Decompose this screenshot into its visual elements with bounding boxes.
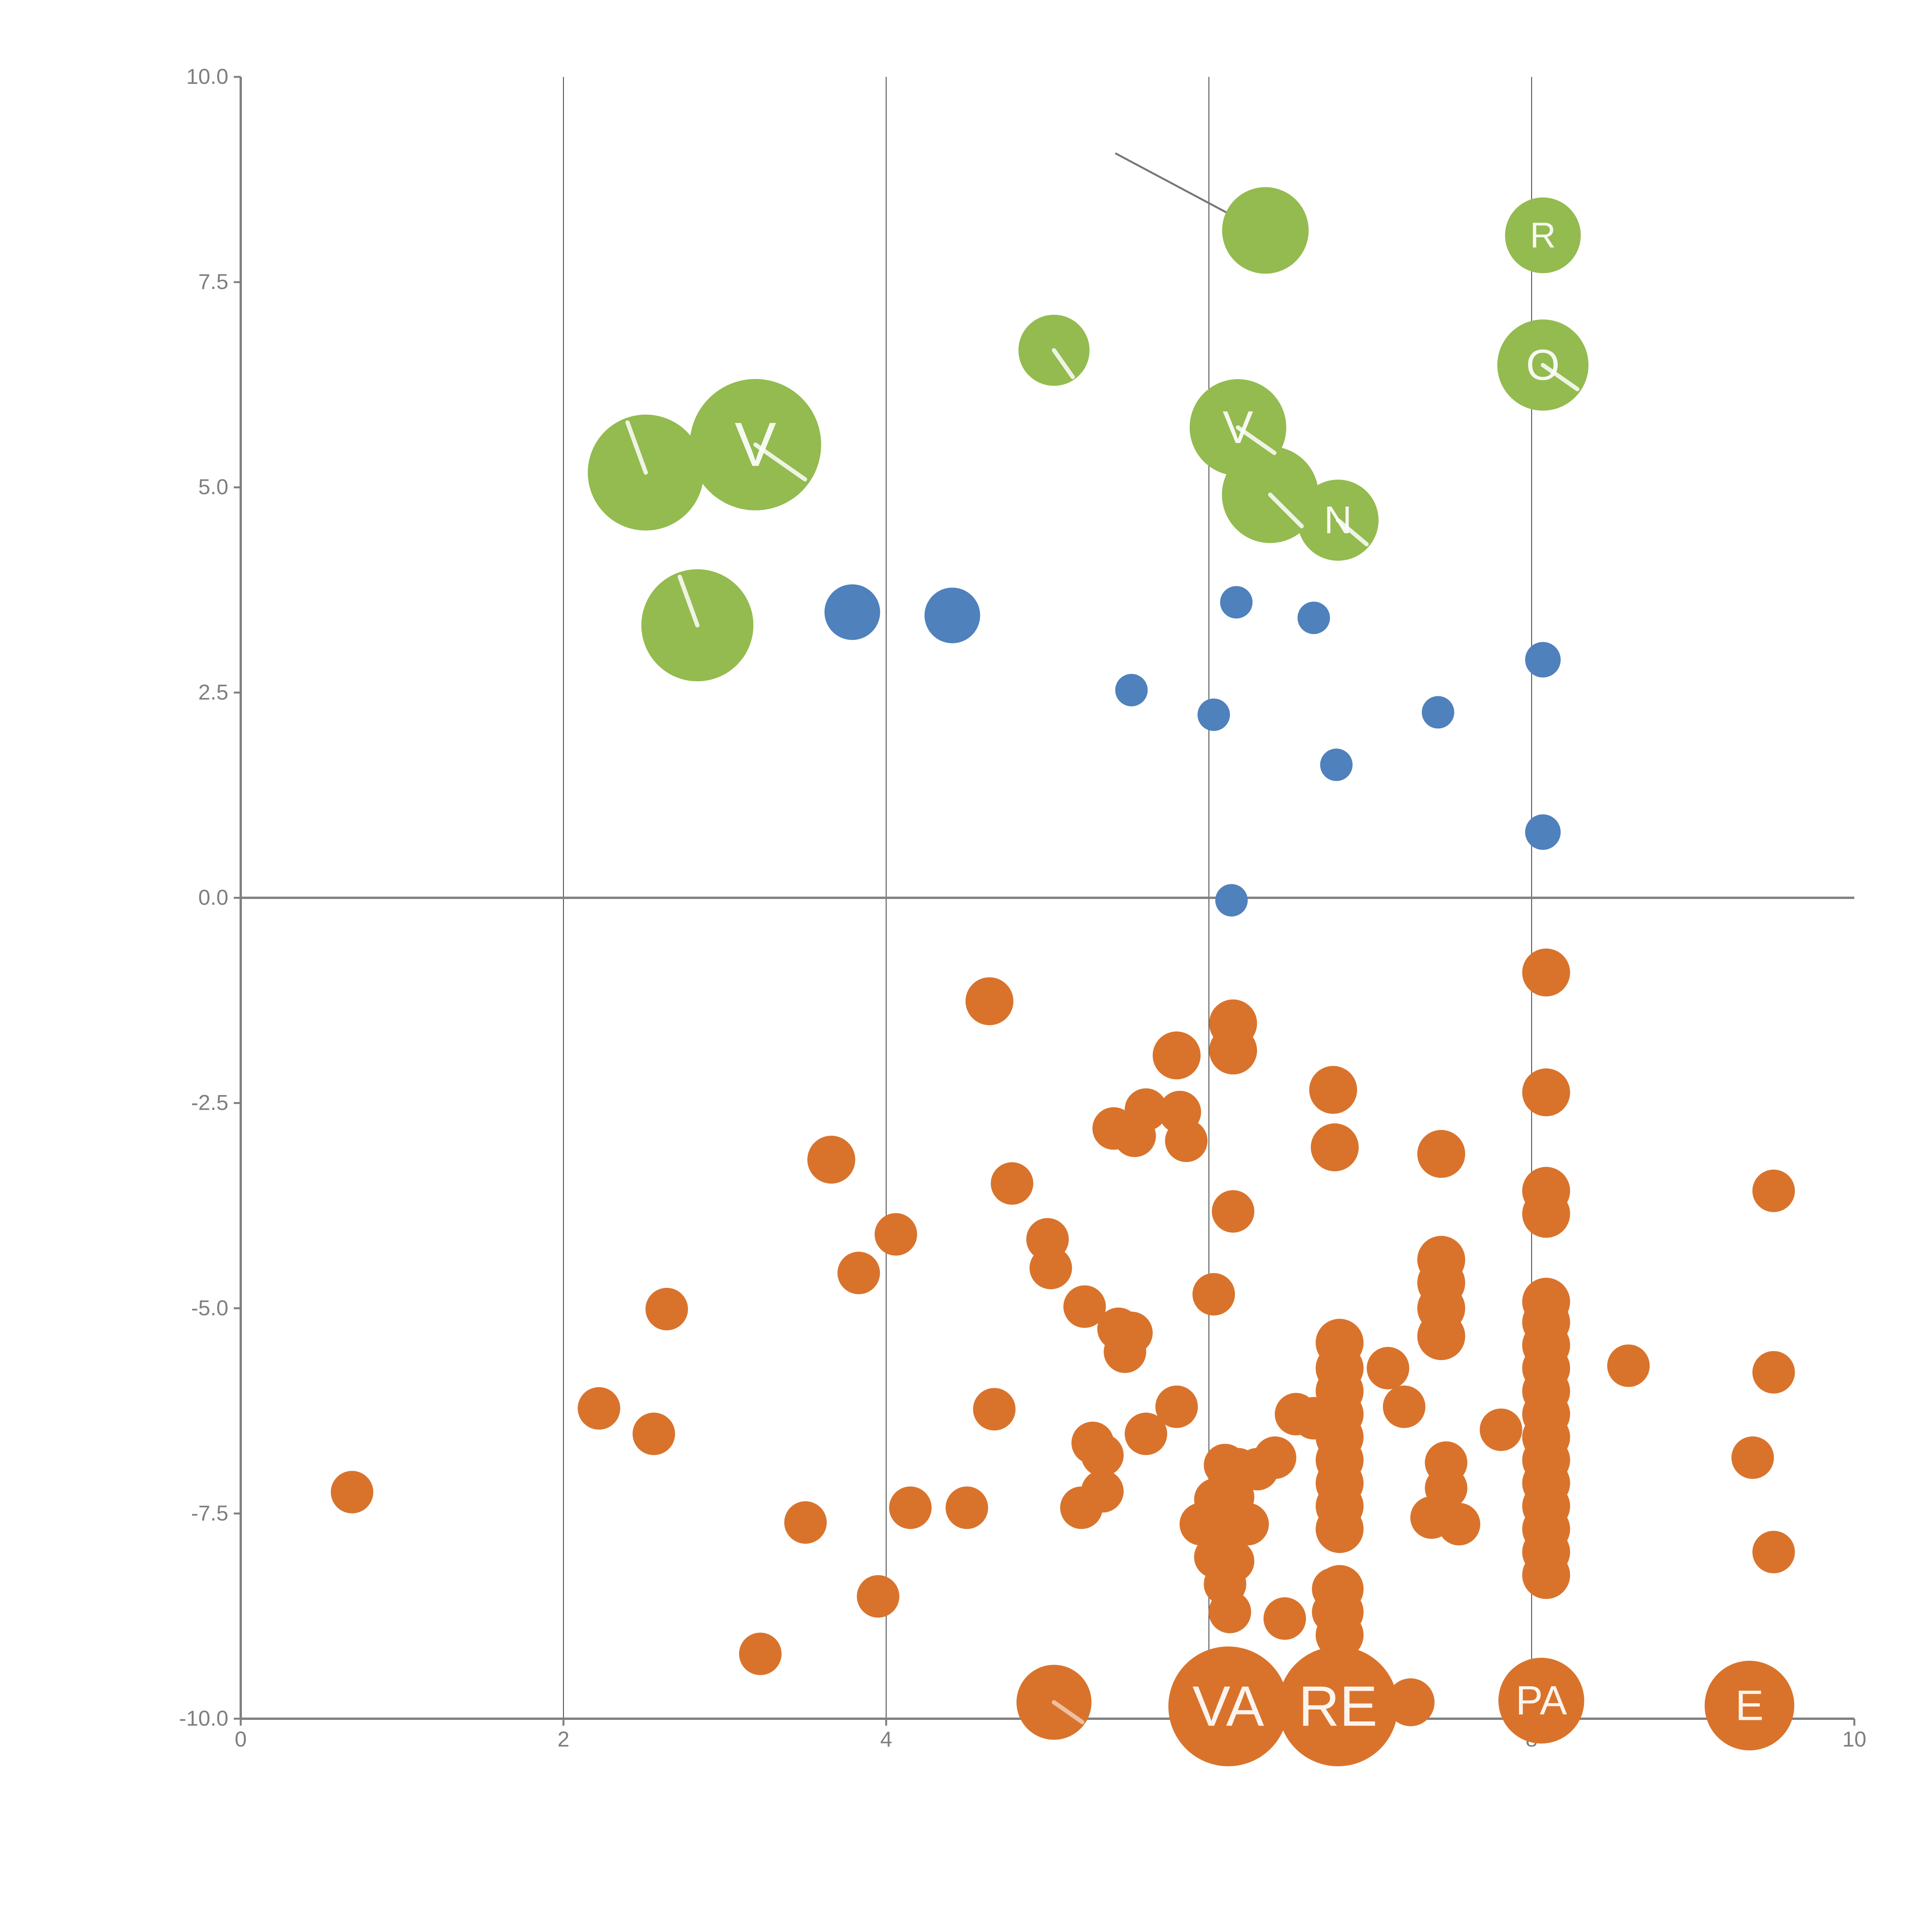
- svg-text:O: O: [1526, 341, 1560, 389]
- svg-text:RE: RE: [1298, 1675, 1377, 1738]
- svg-text:0: 0: [235, 1727, 247, 1751]
- svg-text:VA: VA: [1192, 1675, 1264, 1738]
- svg-text:-7.5: -7.5: [191, 1501, 229, 1525]
- svg-text:5.0: 5.0: [198, 474, 228, 499]
- svg-text:7.5: 7.5: [198, 269, 228, 294]
- svg-text:R: R: [1530, 215, 1556, 255]
- svg-text:4: 4: [880, 1727, 892, 1751]
- svg-text:10: 10: [1842, 1727, 1866, 1751]
- svg-text:-2.5: -2.5: [191, 1090, 229, 1115]
- svg-text:V: V: [1223, 402, 1253, 453]
- svg-text:2: 2: [558, 1727, 570, 1751]
- svg-text:0.0: 0.0: [198, 885, 228, 910]
- svg-text:2.5: 2.5: [198, 680, 228, 704]
- svg-text:E: E: [1735, 1682, 1764, 1730]
- svg-text:-5.0: -5.0: [191, 1296, 229, 1320]
- svg-text:-10.0: -10.0: [179, 1706, 228, 1730]
- svg-text:V: V: [735, 410, 776, 480]
- svg-text:10.0: 10.0: [186, 64, 228, 88]
- svg-text:PA: PA: [1516, 1678, 1567, 1723]
- svg-text:N: N: [1324, 499, 1352, 542]
